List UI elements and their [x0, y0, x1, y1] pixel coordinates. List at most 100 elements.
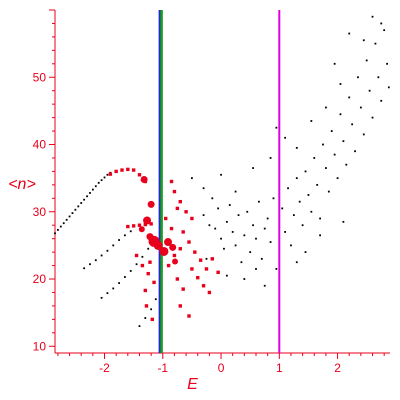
data-point: [292, 214, 295, 217]
data-point: [362, 133, 365, 136]
data-point: [143, 288, 148, 293]
data-point: [237, 214, 240, 217]
data-point: [386, 62, 388, 65]
data-point: [325, 106, 327, 109]
data-point: [380, 22, 383, 25]
data-point: [284, 231, 287, 233]
data-point: [106, 292, 109, 295]
data-point: [89, 192, 91, 194]
data-point: [124, 276, 126, 278]
data-point: [172, 253, 177, 258]
data-point: [220, 237, 222, 240]
data-point: [106, 249, 109, 252]
data-point: [255, 268, 257, 270]
data-point: [187, 314, 191, 318]
data-point: [220, 173, 222, 176]
x-tick-label: 0: [218, 361, 225, 375]
data-point: [150, 317, 154, 322]
data-point: [140, 263, 145, 268]
data-point: [144, 304, 149, 308]
data-point: [310, 210, 313, 213]
data-point: [272, 197, 275, 200]
data-point: [204, 267, 209, 271]
data-point: [263, 227, 266, 230]
data-point: [147, 247, 150, 250]
data-point: [149, 222, 153, 226]
data-point: [383, 29, 386, 32]
data-point: [339, 83, 342, 85]
data-point: [94, 259, 97, 262]
data-point: [216, 270, 220, 274]
data-point: [146, 271, 150, 276]
data-point: [59, 225, 62, 228]
data-point: [217, 207, 220, 210]
data-point: [362, 39, 365, 42]
data-point: [193, 250, 197, 254]
data-point: [126, 224, 130, 229]
data-point: [97, 181, 100, 184]
data-point: [196, 275, 200, 280]
data-point: [169, 243, 177, 251]
data-point: [62, 222, 65, 225]
data-point: [201, 284, 206, 288]
data-point: [357, 76, 359, 79]
data-point: [243, 234, 246, 237]
data-point: [120, 168, 124, 172]
data-point: [316, 183, 319, 186]
data-point: [148, 260, 152, 264]
data-point: [129, 230, 132, 233]
data-point: [159, 246, 169, 256]
y-tick-label: 40: [33, 138, 47, 152]
data-point: [202, 214, 205, 217]
data-point: [108, 172, 113, 176]
data-point: [154, 298, 157, 301]
data-point: [207, 290, 212, 295]
data-point: [169, 179, 174, 184]
y-axis-title: <n>: [8, 176, 36, 193]
data-point: [77, 205, 80, 208]
data-point: [191, 177, 193, 180]
data-point: [181, 287, 185, 291]
data-point: [310, 120, 313, 122]
data-point: [100, 296, 103, 299]
data-point: [336, 177, 339, 180]
data-point: [114, 169, 118, 174]
data-point: [301, 224, 304, 227]
data-point: [163, 216, 168, 221]
data-point: [275, 126, 278, 129]
data-point: [74, 208, 77, 211]
data-point: [112, 244, 115, 247]
data-point: [135, 263, 138, 266]
data-point: [260, 257, 263, 260]
data-point: [269, 157, 272, 159]
data-point: [184, 210, 188, 214]
data-point: [140, 175, 148, 183]
data-point: [178, 304, 182, 308]
data-point: [255, 237, 257, 240]
x-tick-label: 2: [334, 361, 341, 375]
data-point: [118, 239, 120, 241]
data-point: [153, 240, 163, 250]
data-point: [304, 251, 307, 254]
data-point: [175, 206, 180, 211]
data-point: [319, 234, 321, 237]
data-point: [211, 197, 214, 200]
data-point: [178, 247, 182, 251]
data-point: [348, 96, 351, 99]
data-point: [365, 59, 368, 62]
data-point: [319, 217, 321, 220]
data-point: [100, 254, 103, 257]
data-point: [258, 200, 260, 203]
data-point: [322, 143, 324, 146]
data-point: [333, 153, 336, 156]
data-point: [94, 185, 97, 188]
data-point: [225, 274, 228, 277]
data-point: [210, 257, 215, 261]
data-point: [342, 220, 345, 223]
data-point: [269, 241, 272, 243]
data-point: [106, 173, 109, 176]
data-point: [377, 76, 380, 79]
data-point: [223, 247, 225, 250]
data-point: [143, 216, 152, 225]
